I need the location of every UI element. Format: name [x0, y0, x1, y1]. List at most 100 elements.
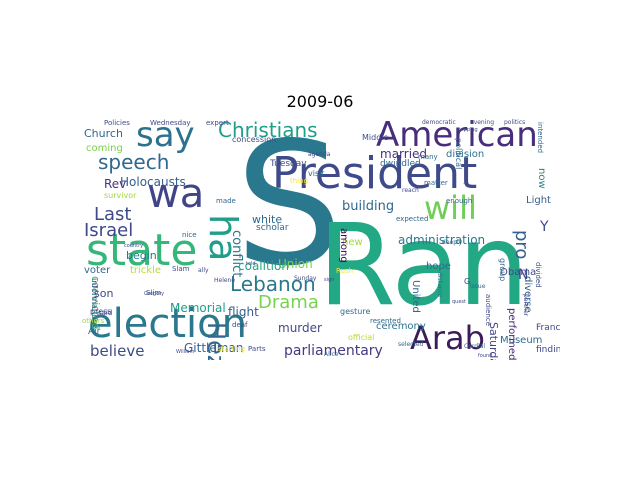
cloud-word: voter: [84, 265, 111, 276]
cloud-word: state: [86, 225, 198, 276]
cloud-word: S: [235, 118, 343, 304]
cloud-word: press: [90, 307, 112, 316]
cloud-word: visit: [308, 169, 325, 178]
cloud-word: among: [338, 228, 349, 263]
cloud-word: murder: [278, 321, 322, 335]
cloud-word: married: [380, 147, 428, 161]
cloud-word: dwindled: [380, 159, 421, 169]
cloud-word: Memorial: [170, 301, 226, 315]
cloud-word: thing: [290, 177, 309, 185]
cloud-word: Rush: [336, 267, 354, 275]
cloud-word: others: [82, 317, 105, 325]
cloud-word: administration: [398, 233, 486, 247]
cloud-word: Ran: [318, 201, 529, 331]
cloud-word: Wednesday: [150, 119, 191, 127]
cloud-word: begin: [126, 249, 157, 262]
cloud-word: ceremony: [376, 321, 426, 332]
cloud-word: many: [418, 153, 438, 161]
cloud-word: Tuesday: [270, 159, 307, 169]
cloud-word: ally: [198, 267, 209, 274]
cloud-word: agenda: [308, 151, 331, 158]
cloud-word: gesture: [340, 307, 371, 316]
cloud-word: pro: [511, 230, 532, 260]
cloud-word: found: [478, 353, 493, 359]
cloud-word: Alice: [324, 351, 339, 358]
cloud-word: intended: [536, 122, 544, 154]
cloud-word: matter: [424, 179, 448, 187]
cloud-word: speech: [98, 150, 170, 174]
cloud-word: Air: [88, 327, 101, 337]
cloud-word: Helene: [214, 277, 236, 284]
cloud-word: coming: [86, 143, 123, 154]
cloud-word: politics: [504, 119, 526, 126]
cloud-word: American: [376, 118, 538, 155]
cloud-word: evening: [470, 119, 495, 126]
cloud-word: group: [498, 258, 507, 282]
cloud-word: sign: [324, 277, 335, 283]
cloud-word: made: [216, 197, 236, 205]
cloud-word: new: [342, 237, 363, 248]
cloud-word: quest: [452, 299, 466, 305]
cloud-word: audience: [484, 294, 492, 327]
cloud-word: nice: [182, 231, 197, 239]
cloud-word: expert: [206, 119, 229, 127]
cloud-word: Israel: [84, 220, 134, 241]
cloud-word: said: [98, 309, 113, 317]
cloud-word: President: [272, 148, 478, 199]
cloud-word: division: [446, 149, 485, 160]
cloud-word: stepping: [456, 127, 478, 133]
cloud-word: divided: [534, 262, 542, 288]
cloud-word: Rev: [104, 177, 127, 191]
cloud-word: building: [342, 199, 395, 214]
cloud-word: deeply: [442, 239, 463, 246]
cloud-word: concession: [232, 135, 277, 144]
cloud-word: Slim: [146, 289, 162, 297]
cloud-word: political: [454, 138, 463, 170]
cloud-word: expected: [396, 215, 429, 223]
cloud-word: Slam: [172, 265, 190, 273]
cloud-word: son: [94, 287, 114, 300]
cloud-word: finding: [536, 345, 560, 355]
cloud-word: Light: [526, 195, 551, 206]
cloud-word: Middle: [362, 133, 389, 142]
cloud-word: survivor: [104, 191, 137, 200]
cloud-word: Sunday: [294, 275, 317, 282]
cloud-word: white: [252, 213, 283, 226]
cloud-word: J: [464, 175, 467, 184]
cloud-word: Gittleman: [184, 341, 244, 355]
cloud-word: Christians: [218, 118, 318, 142]
cloud-word: Drama: [258, 292, 319, 313]
cloud-word: say: [136, 118, 195, 155]
cloud-word: Holocausts: [120, 175, 186, 189]
word-cloud: S Ran election state President American Arab wi…: [80, 118, 560, 360]
cloud-word: Church: [84, 127, 123, 140]
cloud-word: Museum: [500, 335, 543, 346]
cloud-word: official: [348, 333, 375, 342]
cloud-word: William: [176, 349, 195, 355]
cloud-word: told: [246, 261, 256, 267]
cloud-word: performed: [506, 308, 517, 360]
cloud-word: Obama: [500, 267, 537, 278]
cloud-word: country: [124, 243, 144, 249]
cloud-word: trickle: [130, 265, 162, 276]
cloud-word: Lebanon: [230, 272, 316, 296]
cloud-word: election: [88, 301, 247, 347]
cloud-word: enough: [446, 197, 473, 205]
cloud-word: Cordial: [464, 343, 486, 350]
cloud-word: hope: [426, 261, 451, 272]
cloud-word: resented: [370, 317, 401, 325]
cloud-word: partner: [522, 294, 529, 317]
cloud-word: will: [424, 189, 477, 227]
cloud-word: United: [410, 280, 421, 313]
cloud-word: Union: [278, 257, 313, 271]
cloud-word: democratic: [422, 119, 456, 126]
cloud-word: Y: [540, 219, 549, 235]
cloud-word: parliamentary: [284, 343, 383, 359]
cloud-word: N: [518, 267, 529, 283]
cloud-word: reach: [402, 187, 419, 194]
cloud-word: Arab: [410, 319, 485, 357]
cloud-word: Last: [94, 204, 132, 225]
cloud-word: Gregory: [144, 291, 165, 297]
cloud-word: believe: [90, 342, 145, 360]
cloud-word: now: [536, 168, 547, 189]
